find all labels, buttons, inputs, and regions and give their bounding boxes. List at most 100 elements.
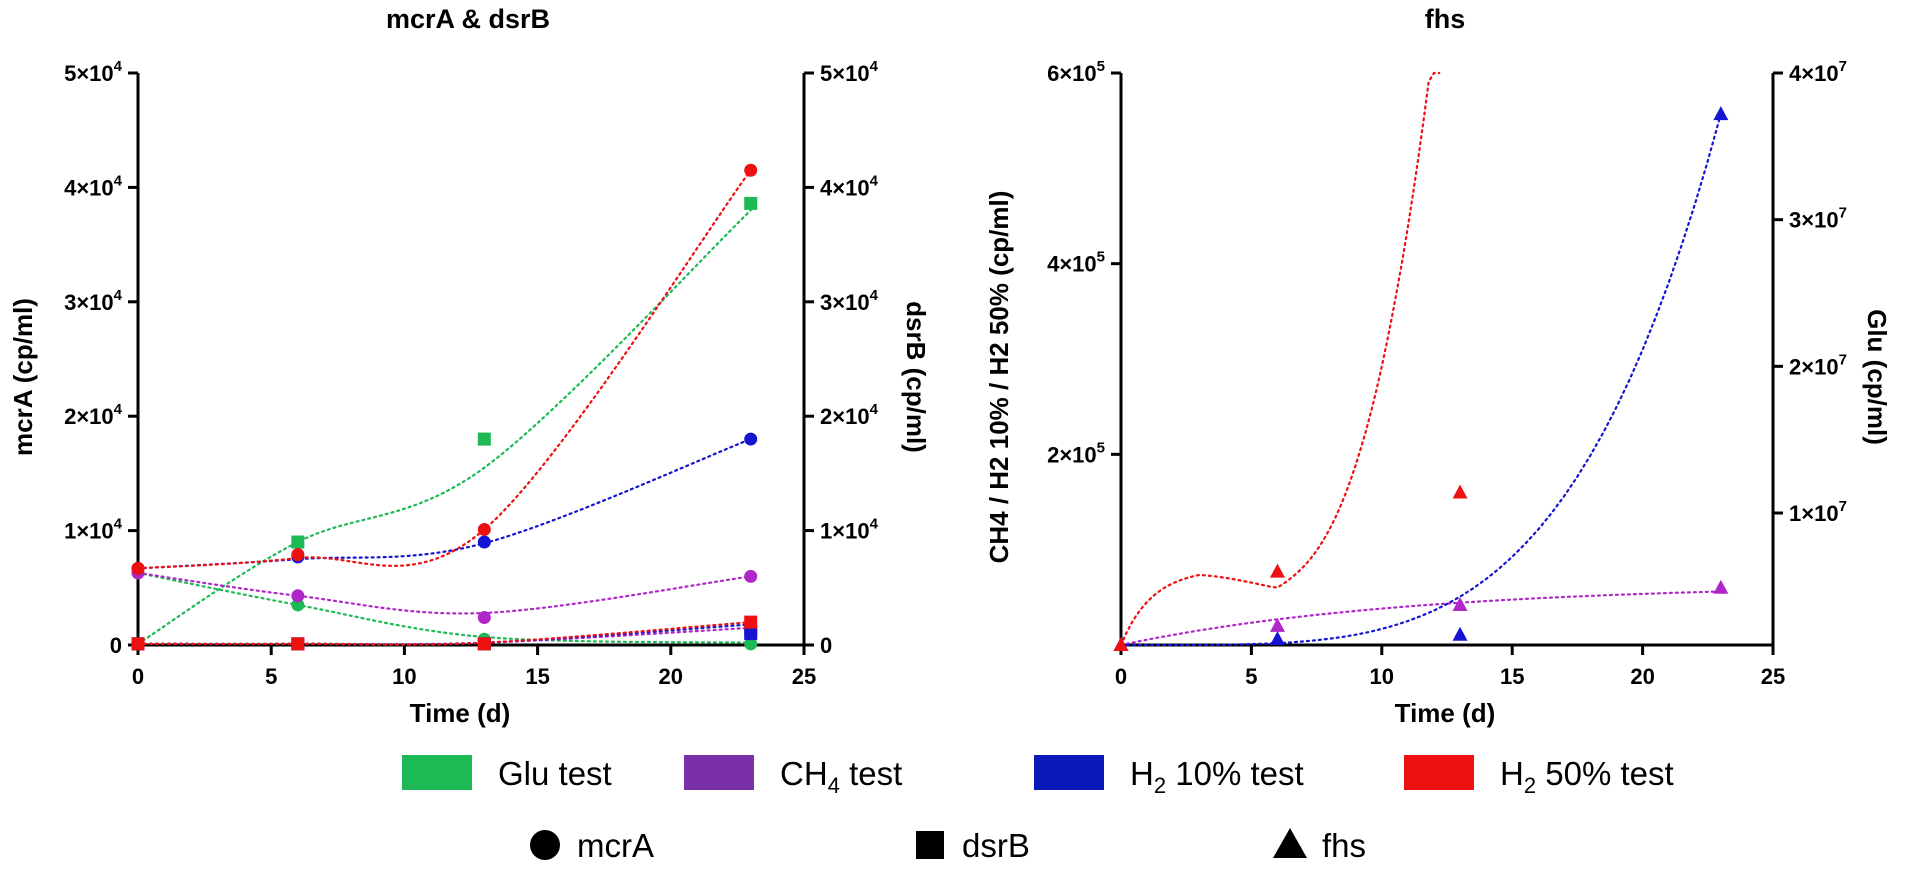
legend-label: H2 10% test: [1130, 755, 1304, 798]
data-point-mcrA: [291, 548, 305, 562]
data-point-fhs: [1113, 637, 1129, 651]
legend-label-subscript: 2: [1154, 773, 1166, 798]
x-tick-label: 25: [792, 664, 816, 689]
legend-label-main: CH: [780, 755, 828, 792]
y-tick-label-base: 4×10: [64, 175, 114, 200]
legend-marker-label: dsrB: [962, 827, 1030, 864]
legend-label-main: H: [1500, 755, 1524, 792]
y2-tick-label-base: 5×10: [820, 61, 870, 86]
x-tick-label: 10: [1370, 664, 1394, 689]
y2-axis-title: dsrB (cp/ml): [901, 301, 931, 453]
data-point-fhs: [1713, 106, 1729, 121]
data-point-dsrB: [477, 637, 491, 651]
legend-marker-square: [916, 831, 944, 859]
y-tick-label: 2×105: [1047, 439, 1105, 467]
y-tick-label: 1×104: [64, 516, 123, 544]
y-tick-label-exponent: 5: [1097, 58, 1105, 75]
legend-label-rest: 10% test: [1166, 755, 1304, 792]
y-tick-label: 5×104: [64, 58, 123, 86]
trend-line: [136, 621, 752, 646]
data-point-dsrB: [744, 615, 758, 629]
y2-tick-label: 2×107: [1789, 351, 1847, 379]
legend-marker-label: mcrA: [577, 827, 654, 864]
y2-tick-label-base: 1×10: [1789, 501, 1839, 526]
legend-label-rest: 50% test: [1536, 755, 1674, 792]
data-point-dsrB: [291, 535, 305, 549]
data-point-dsrB: [744, 627, 758, 641]
chart-title: mcrA & dsrB: [386, 4, 550, 34]
data-point-mcrA: [477, 522, 491, 536]
data-point-mcrA: [744, 432, 758, 446]
legend-marker-circle: [530, 830, 560, 860]
legend-swatch: [684, 755, 754, 790]
data-point-fhs: [1269, 631, 1285, 646]
y-tick-label: 4×104: [64, 172, 123, 200]
x-tick-label: 5: [265, 664, 277, 689]
trend-line: [1119, 590, 1722, 647]
x-tick-label: 5: [1245, 664, 1257, 689]
data-point-dsrB: [291, 637, 305, 651]
y-tick-label-base: 2×10: [1047, 442, 1097, 467]
y-tick-label: 2×104: [64, 401, 123, 429]
legend-swatch: [1034, 755, 1104, 790]
y2-axis-title: Glu (cp/ml): [1862, 309, 1892, 445]
y2-tick-label-exponent: 7: [1839, 205, 1847, 222]
y2-tick-label: 3×107: [1789, 205, 1847, 233]
y2-tick-label-exponent: 7: [1839, 58, 1847, 75]
trend-line: [1119, 71, 1441, 647]
trend-line: [136, 209, 752, 645]
y-tick-label-exponent: 4: [114, 401, 123, 418]
y-tick-label-exponent: 4: [114, 58, 123, 75]
y2-tick-label: 3×104: [820, 287, 879, 315]
y-axis-title: CH4 / H2 10% / H2 50% (cp/ml): [984, 191, 1014, 564]
data-point-mcrA: [477, 611, 491, 625]
chart-fhs: fhs CH4 / H2 10% / H2 50% (cp/ml) Glu (c…: [984, 4, 1892, 728]
trend-line: [136, 169, 752, 570]
y2-tick-label-base: 2×10: [1789, 354, 1839, 379]
legend-label-main: H: [1130, 755, 1154, 792]
chart-title: fhs: [1425, 4, 1466, 34]
data-point-fhs: [1452, 596, 1468, 611]
y2-tick-label-base: 1×10: [820, 519, 870, 544]
y2-tick-label-base: 4×10: [1789, 61, 1839, 86]
trend-line: [136, 437, 752, 570]
legend-label-subscript: 4: [828, 773, 840, 798]
x-tick-label: 15: [525, 664, 549, 689]
x-tick-label: 10: [392, 664, 416, 689]
y2-tick-label-base: 4×10: [820, 175, 870, 200]
y-tick-label-exponent: 5: [1097, 249, 1105, 266]
trend-line: [136, 623, 752, 646]
y-tick-label-exponent: 4: [114, 287, 123, 304]
data-point-mcrA: [131, 561, 145, 575]
data-point-fhs: [1269, 617, 1285, 632]
y2-tick-label-exponent: 4: [870, 401, 879, 418]
y-tick-label: 3×104: [64, 287, 123, 315]
legend-swatch: [1404, 755, 1474, 790]
data-point-fhs: [1452, 626, 1468, 641]
legend-label-rest: test: [840, 755, 902, 792]
y2-tick-label: 2×104: [820, 401, 879, 429]
data-point-mcrA: [744, 569, 758, 583]
data-point-fhs: [1713, 579, 1729, 594]
y2-tick-label: 0: [820, 633, 832, 658]
x-axis-title: Time (d): [410, 698, 511, 728]
y2-tick-label-exponent: 4: [870, 172, 879, 189]
trend-line: [136, 571, 752, 644]
y-tick-label-base: 1×10: [64, 519, 114, 544]
legend-label: Glu test: [498, 755, 612, 792]
legend-label: CH4 test: [780, 755, 902, 798]
x-tick-label: 0: [132, 664, 144, 689]
trend-line: [136, 571, 752, 615]
y-tick-label-exponent: 4: [114, 172, 123, 189]
y-tick-label: 0: [110, 633, 122, 658]
legend: Glu test CH4 test H2 10% test H2 50% test m…: [402, 755, 1674, 864]
y2-tick-label-exponent: 7: [1839, 498, 1847, 515]
x-tick-label: 0: [1115, 664, 1127, 689]
legend-marker-label: fhs: [1322, 827, 1366, 864]
x-tick-label: 20: [1630, 664, 1654, 689]
data-point-mcrA: [744, 163, 758, 177]
legend-marker-triangle: [1273, 828, 1307, 858]
data-point-mcrA: [291, 589, 305, 603]
y-tick-label-base: 0: [110, 633, 122, 658]
y-tick-label-base: 6×10: [1047, 61, 1097, 86]
